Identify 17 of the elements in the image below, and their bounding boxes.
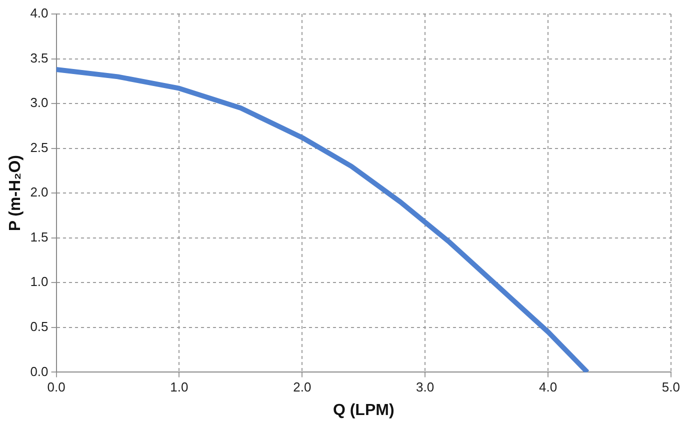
x-tick-label: 5.0 <box>662 380 680 395</box>
y-tick-label: 1.5 <box>30 229 48 244</box>
y-tick-label: 0.0 <box>30 364 48 379</box>
y-tick-label: 0.5 <box>30 319 48 334</box>
x-tick-label: 3.0 <box>416 380 434 395</box>
y-tick-label: 2.0 <box>30 184 48 200</box>
y-tick-label: 2.5 <box>30 140 48 155</box>
x-tick-label: 4.0 <box>538 380 558 395</box>
y-tick-label: 3.5 <box>30 50 48 66</box>
y-tick-label: 4.0 <box>30 6 48 21</box>
y-tick-label: 1.0 <box>30 274 48 290</box>
x-tick-label: 0.0 <box>47 380 66 395</box>
y-tick-label: 3.0 <box>30 95 48 110</box>
y-axis-title: P (m-H₂O) <box>7 155 24 232</box>
x-axis-title: Q (LPM) <box>332 402 394 419</box>
x-tick-label: 1.0 <box>170 380 188 395</box>
x-tick-label: 2.0 <box>293 380 312 395</box>
